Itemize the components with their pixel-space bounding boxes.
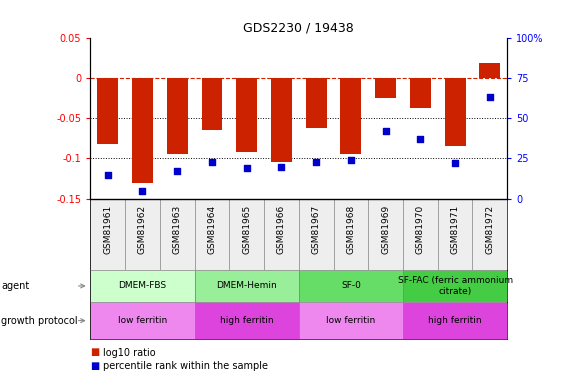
- Title: GDS2230 / 19438: GDS2230 / 19438: [244, 22, 354, 35]
- Bar: [479, 63, 500, 78]
- Text: GSM81972: GSM81972: [485, 204, 494, 254]
- Text: low ferritin: low ferritin: [118, 316, 167, 325]
- Bar: [195, 270, 298, 302]
- Text: growth protocol: growth protocol: [1, 316, 78, 326]
- Bar: [403, 270, 507, 302]
- Text: ■: ■: [90, 348, 100, 357]
- Text: high ferritin: high ferritin: [429, 316, 482, 325]
- Bar: [97, 78, 118, 144]
- Text: GSM81971: GSM81971: [451, 204, 459, 254]
- Point: [485, 94, 494, 100]
- Bar: [167, 78, 188, 154]
- Text: low ferritin: low ferritin: [326, 316, 375, 325]
- Text: GSM81969: GSM81969: [381, 204, 390, 254]
- Bar: [236, 78, 257, 152]
- Bar: [132, 78, 153, 183]
- Bar: [410, 78, 431, 108]
- Text: agent: agent: [1, 281, 29, 291]
- Text: GSM81961: GSM81961: [103, 204, 113, 254]
- Bar: [305, 78, 326, 128]
- Text: percentile rank within the sample: percentile rank within the sample: [103, 361, 268, 370]
- Point: [103, 172, 113, 178]
- Text: SF-FAC (ferric ammonium
citrate): SF-FAC (ferric ammonium citrate): [398, 276, 512, 296]
- Point: [208, 159, 217, 165]
- Bar: [340, 78, 361, 154]
- Bar: [195, 302, 298, 339]
- Point: [242, 165, 251, 171]
- Point: [451, 160, 460, 166]
- Point: [346, 157, 356, 163]
- Bar: [271, 78, 292, 162]
- Text: GSM81964: GSM81964: [208, 204, 216, 254]
- Text: GSM81965: GSM81965: [242, 204, 251, 254]
- Point: [138, 188, 147, 194]
- Text: GSM81968: GSM81968: [346, 204, 356, 254]
- Bar: [445, 78, 465, 146]
- Text: ■: ■: [90, 361, 100, 370]
- Bar: [202, 78, 222, 130]
- Text: log10 ratio: log10 ratio: [103, 348, 156, 357]
- Point: [173, 168, 182, 174]
- Text: SF-0: SF-0: [341, 281, 361, 290]
- Point: [416, 136, 425, 142]
- Text: GSM81962: GSM81962: [138, 204, 147, 254]
- Text: DMEM-FBS: DMEM-FBS: [118, 281, 167, 290]
- Text: GSM81967: GSM81967: [312, 204, 321, 254]
- Bar: [90, 270, 195, 302]
- Point: [311, 159, 321, 165]
- Bar: [299, 302, 403, 339]
- Text: GSM81970: GSM81970: [416, 204, 425, 254]
- Bar: [403, 302, 507, 339]
- Text: high ferritin: high ferritin: [220, 316, 273, 325]
- Text: GSM81966: GSM81966: [277, 204, 286, 254]
- Bar: [299, 270, 403, 302]
- Bar: [90, 302, 195, 339]
- Text: GSM81963: GSM81963: [173, 204, 182, 254]
- Text: DMEM-Hemin: DMEM-Hemin: [216, 281, 277, 290]
- Point: [277, 164, 286, 170]
- Bar: [375, 78, 396, 98]
- Point: [381, 128, 390, 134]
